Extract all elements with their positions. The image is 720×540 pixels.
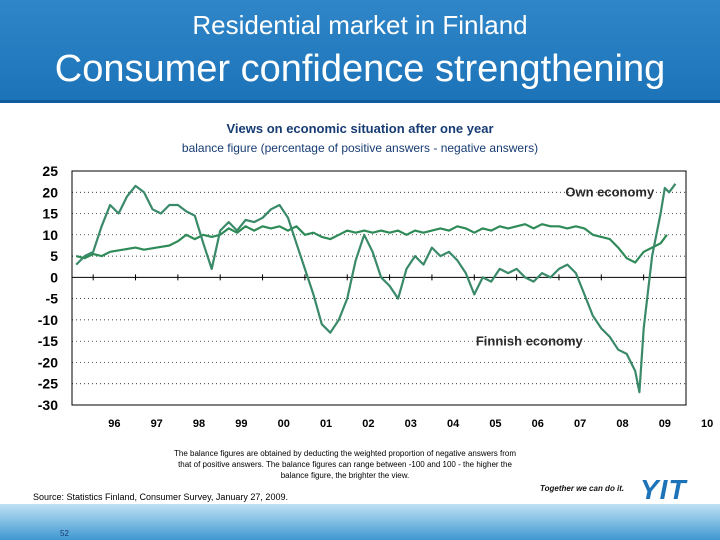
x-tick-label: 09 [659,418,671,430]
finnish-economy-line [75,183,677,394]
x-tick-label: 05 [489,418,501,430]
page-number: 52 [60,529,69,538]
x-tick-label: 98 [193,418,205,430]
header-divider [0,100,720,103]
x-tick-label: 02 [362,418,374,430]
y-tick-label: -15 [38,333,58,349]
x-tick-label: 96 [108,418,120,430]
x-tick-label: 07 [574,418,586,430]
y-tick-label: 10 [42,227,58,243]
own-economy-line [75,223,668,264]
x-tick-label: 06 [532,418,544,430]
y-tick-label: 0 [50,269,58,285]
plot-area [71,170,687,406]
brand-tagline: Together we can do it. [540,484,625,493]
footer-band [0,504,720,540]
section-supertitle: Residential market in Finland [192,10,528,40]
y-tick-label: 5 [50,248,58,264]
y-tick-label: 15 [42,206,58,222]
y-tick-label: 20 [42,184,58,200]
x-tick-label: 08 [616,418,628,430]
x-tick-label: 99 [235,418,247,430]
x-tick-label: 04 [447,418,460,430]
y-tick-label: 25 [42,163,58,179]
y-tick-label: -25 [38,376,58,392]
finnish-economy-label: Finnish economy [476,333,584,348]
x-tick-label: 03 [405,418,417,430]
y-tick-label: -20 [38,354,58,370]
own-economy-label: Own economy [565,185,655,200]
y-tick-label: -30 [38,397,58,413]
y-tick-label: -10 [38,312,58,328]
yit-logo: YIT [640,474,687,505]
footnote: The balance figures are obtained by dedu… [174,449,516,480]
header-banner [0,0,720,100]
x-tick-label: 00 [278,418,290,430]
chart-title: Views on economic situation after one ye… [226,121,494,136]
slide-title: Consumer confidence strengthening [54,48,666,90]
x-tick-label: 01 [320,418,332,430]
x-tick-label: 97 [151,418,163,430]
source-note: Source: Statistics Finland, Consumer Sur… [33,492,288,502]
chart-subtitle: balance figure (percentage of positive a… [181,141,539,155]
y-tick-label: -5 [46,291,59,307]
x-tick-label: 10 [701,418,713,430]
